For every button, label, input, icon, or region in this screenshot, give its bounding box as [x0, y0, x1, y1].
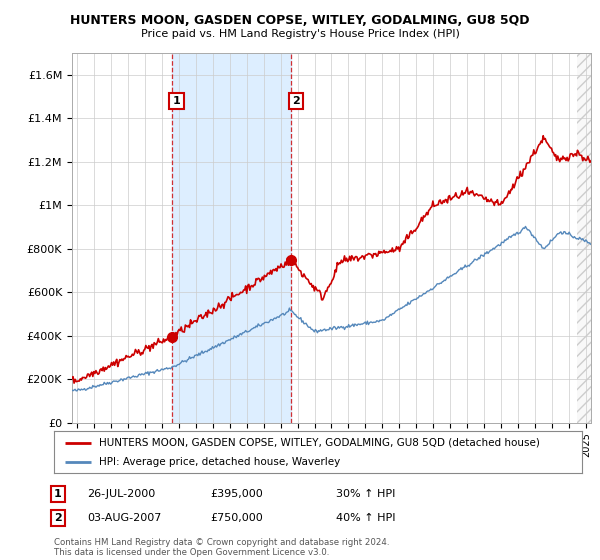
Text: £750,000: £750,000: [210, 513, 263, 523]
Bar: [172, 53, 290, 423]
Text: 40% ↑ HPI: 40% ↑ HPI: [336, 513, 395, 523]
Text: 30% ↑ HPI: 30% ↑ HPI: [336, 489, 395, 499]
Text: 1: 1: [173, 96, 181, 106]
Text: 26-JUL-2000: 26-JUL-2000: [87, 489, 155, 499]
Text: Price paid vs. HM Land Registry's House Price Index (HPI): Price paid vs. HM Land Registry's House …: [140, 29, 460, 39]
Text: 2: 2: [54, 513, 62, 523]
Text: HUNTERS MOON, GASDEN COPSE, WITLEY, GODALMING, GU8 5QD (detached house): HUNTERS MOON, GASDEN COPSE, WITLEY, GODA…: [99, 437, 540, 447]
Bar: [577, 53, 591, 423]
Text: Contains HM Land Registry data © Crown copyright and database right 2024.
This d: Contains HM Land Registry data © Crown c…: [54, 538, 389, 557]
Text: HPI: Average price, detached house, Waverley: HPI: Average price, detached house, Wave…: [99, 457, 340, 467]
Text: 1: 1: [54, 489, 62, 499]
Text: HUNTERS MOON, GASDEN COPSE, WITLEY, GODALMING, GU8 5QD: HUNTERS MOON, GASDEN COPSE, WITLEY, GODA…: [70, 14, 530, 27]
Text: £395,000: £395,000: [210, 489, 263, 499]
Text: 2: 2: [292, 96, 299, 106]
Text: 03-AUG-2007: 03-AUG-2007: [87, 513, 161, 523]
